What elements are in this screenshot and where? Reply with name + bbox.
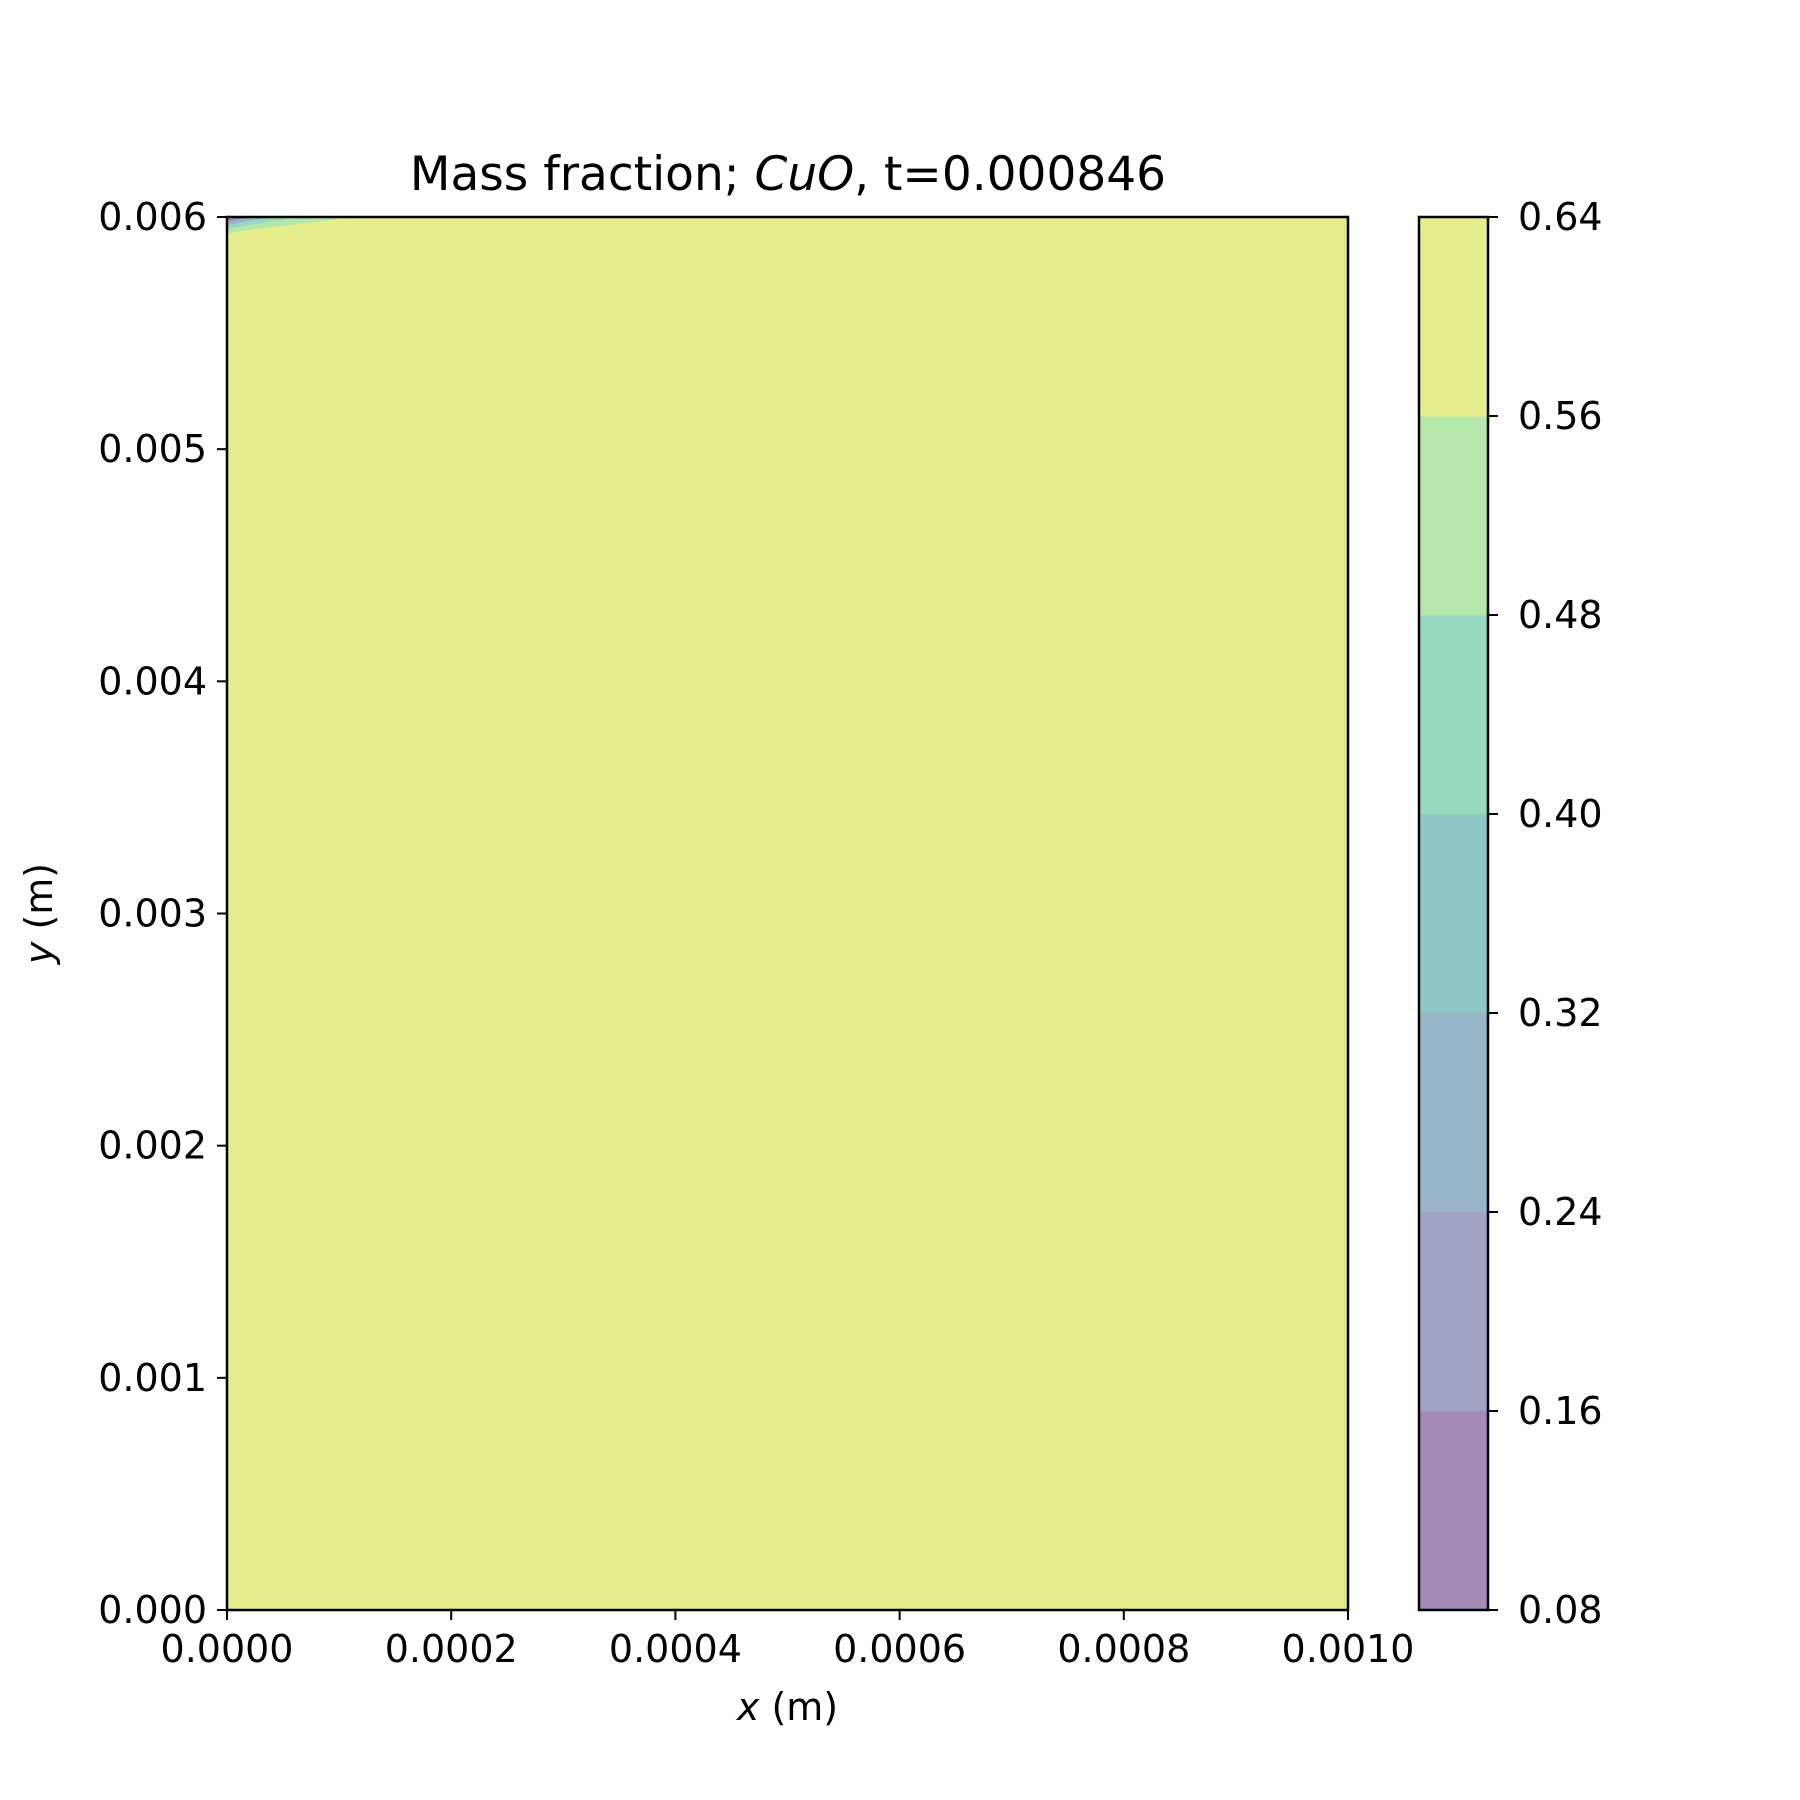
title-prefix: Mass fraction; <box>410 147 755 202</box>
colorbar-tick-label: 0.48 <box>1518 593 1603 637</box>
contour-background-region <box>227 217 1348 1610</box>
x-tick-label: 0.0002 <box>385 1627 518 1671</box>
y-axis: 0.000 0.001 0.002 0.003 0.004 0.005 0.006 <box>98 195 227 1632</box>
y-tick-label: 0.004 <box>98 659 207 703</box>
colorbar: 0.08 0.16 0.24 0.32 0.40 0.48 0.56 0.64 <box>1417 195 1603 1632</box>
colorbar-tick-label: 0.56 <box>1518 394 1603 438</box>
colorbar-segment <box>1419 1013 1488 1213</box>
colorbar-segment <box>1419 1411 1488 1611</box>
colorbar-tick-label: 0.32 <box>1518 991 1603 1035</box>
colorbar-frame <box>1417 215 1490 1612</box>
colorbar-segment <box>1419 416 1488 616</box>
colorbar-segment <box>1419 1212 1488 1412</box>
colorbar-tick-label: 0.24 <box>1518 1190 1603 1234</box>
y-tick-label: 0.005 <box>98 427 207 471</box>
x-axis-label-unit: (m) <box>759 1685 838 1729</box>
y-axis-label-unit: (m) <box>17 863 61 942</box>
y-axis-label-var: y <box>17 941 61 965</box>
x-axis-label: x (m) <box>736 1685 838 1729</box>
x-tick-label: 0.0004 <box>609 1627 742 1671</box>
colorbar-segment <box>1419 217 1488 417</box>
x-tick-label: 0.0000 <box>161 1627 294 1671</box>
x-tick-label: 0.0006 <box>833 1627 966 1671</box>
colorbar-tick-label: 0.16 <box>1518 1389 1603 1433</box>
x-axis: 0.0000 0.0002 0.0004 0.0006 0.0008 0.0010 <box>161 1610 1415 1671</box>
y-tick-label: 0.000 <box>98 1588 207 1632</box>
y-tick-label: 0.003 <box>98 892 207 936</box>
y-tick-label: 0.006 <box>98 195 207 239</box>
colorbar-segment <box>1419 615 1488 815</box>
colorbar-segment <box>1419 814 1488 1014</box>
colorbar-tick-label: 0.40 <box>1518 792 1603 836</box>
x-axis-label-var: x <box>736 1685 760 1729</box>
x-tick-label: 0.0008 <box>1057 1627 1190 1671</box>
colorbar-tick-label: 0.08 <box>1518 1588 1603 1632</box>
title-suffix: , t=0.000846 <box>854 147 1166 202</box>
colorbar-tick-label: 0.64 <box>1518 195 1603 239</box>
title-species: CuO <box>755 147 855 202</box>
x-tick-label: 0.0010 <box>1282 1627 1415 1671</box>
y-tick-label: 0.001 <box>98 1356 207 1400</box>
y-axis-label: y (m) <box>17 863 61 965</box>
y-tick-label: 0.002 <box>98 1124 207 1168</box>
chart-title: Mass fraction; CuO, t=0.000846 <box>410 147 1166 202</box>
